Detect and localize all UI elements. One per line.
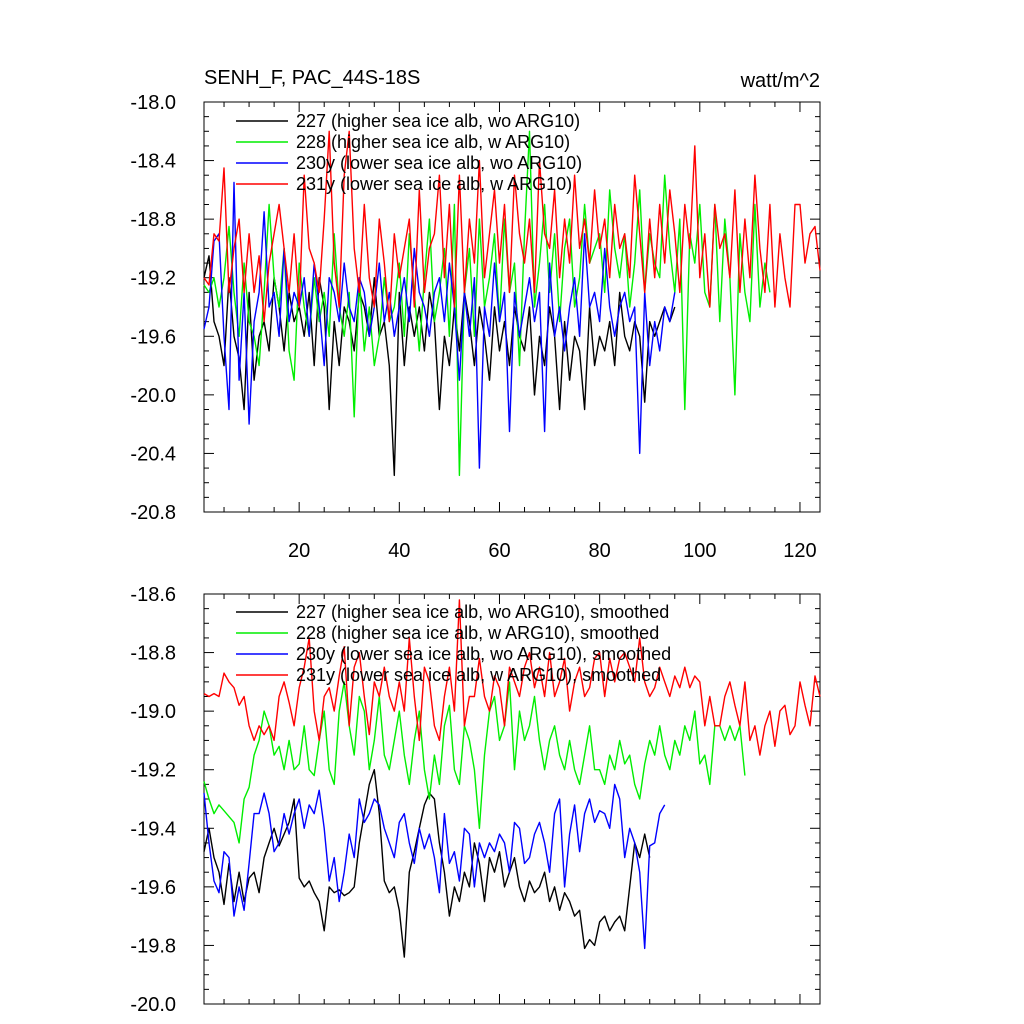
legend-label-s231y: 231y (lower sea ice alb, w ARG10) <box>296 174 572 194</box>
y-tick-label: -19.2 <box>130 760 176 782</box>
top-panel: -18.0 -18.4 -18.8 -19.2 -19.6 -20.0 -20.4 -20.8… <box>130 92 821 562</box>
x-tick-label: 20 <box>288 540 310 562</box>
legend-label-s228: 228 (higher sea ice alb, w ARG10) <box>296 132 570 152</box>
y-tick-label: -19.8 <box>130 935 176 957</box>
y-tick-label: -18.0 <box>130 92 176 114</box>
x-tick-label: 80 <box>589 540 611 562</box>
y-tick-label: -20.0 <box>130 385 176 407</box>
series-line-s227 <box>203 255 676 477</box>
series-line-s228 <box>203 681 746 844</box>
series-line-s230y <box>203 783 666 950</box>
legend-label-s227: 227 (higher sea ice alb, wo ARG10), smoo… <box>296 602 669 622</box>
x-tick-label: 40 <box>388 540 410 562</box>
y-tick-label: -18.8 <box>130 209 176 231</box>
legend-label-s230y: 230y (lower sea ice alb, wo ARG10), smoo… <box>296 644 671 664</box>
units-label: watt/m^2 <box>740 70 820 92</box>
y-tick-label: -19.0 <box>130 701 176 723</box>
y-tick-label: -18.4 <box>130 151 176 173</box>
legend-label-s227: 227 (higher sea ice alb, wo ARG10) <box>296 111 580 131</box>
series-line-s231y <box>203 599 821 756</box>
y-tick-label: -19.6 <box>130 326 176 348</box>
y-tick-label: -20.4 <box>130 443 176 465</box>
y-tick-label: -20.8 <box>130 502 176 524</box>
y-tick-label: -19.2 <box>130 268 176 290</box>
y-tick-label: -19.4 <box>130 818 176 840</box>
legend-label-s228: 228 (higher sea ice alb, w ARG10), smoot… <box>296 623 659 643</box>
series-line-s228 <box>203 130 771 477</box>
y-tick-label: -18.6 <box>130 584 176 606</box>
x-tick-label: 60 <box>488 540 510 562</box>
series-line-s231y <box>203 130 821 323</box>
x-tick-label: 100 <box>683 540 716 562</box>
legend-label-s231y: 231y (lower sea ice alb, w ARG10), smoot… <box>296 665 661 685</box>
y-tick-label: -19.6 <box>130 877 176 899</box>
bottom-panel: -18.6 -18.8 -19.0 -19.2 -19.4 -19.6 -19.8 -20.0… <box>130 584 821 1016</box>
y-tick-label: -20.0 <box>130 994 176 1016</box>
series-line-s227 <box>203 769 651 958</box>
x-tick-label: 120 <box>783 540 816 562</box>
legend-label-s230y: 230y (lower sea ice alb, wo ARG10) <box>296 153 582 173</box>
chart-title: SENH_F, PAC_44S-18S <box>204 67 420 89</box>
series-line-s230y <box>203 181 676 469</box>
y-tick-label: -18.8 <box>130 643 176 665</box>
